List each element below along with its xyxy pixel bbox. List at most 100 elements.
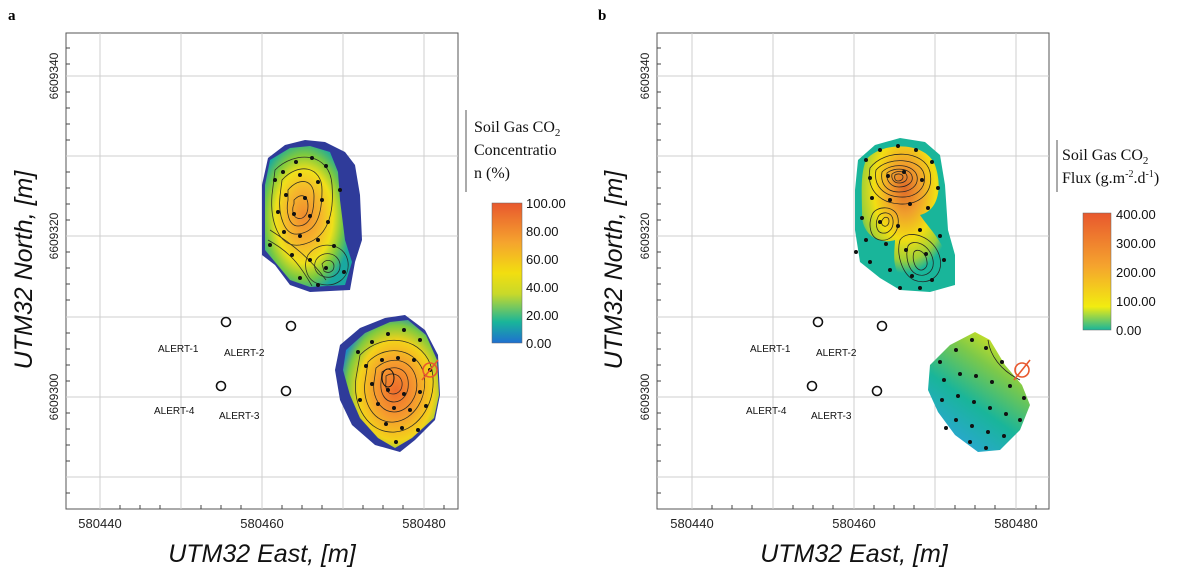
legend-title-a-line-0: Soil Gas CO2 bbox=[474, 119, 560, 139]
sample-point bbox=[920, 178, 924, 182]
y-tick-label-b-1: 6609320 bbox=[638, 212, 652, 259]
well-marker-alert-3-a bbox=[280, 385, 292, 397]
sample-point bbox=[284, 193, 288, 197]
y-tick-label-a-0: 6609340 bbox=[47, 52, 61, 99]
sample-point bbox=[408, 408, 412, 412]
well-marker-alert-2-a bbox=[285, 320, 297, 332]
sample-point bbox=[316, 180, 320, 184]
sample-point bbox=[308, 258, 312, 262]
sample-points-a bbox=[268, 156, 432, 444]
sample-point bbox=[303, 196, 307, 200]
sample-point bbox=[326, 220, 330, 224]
sample-point bbox=[988, 406, 992, 410]
sample-point bbox=[342, 270, 346, 274]
sample-point bbox=[396, 356, 400, 360]
sample-point bbox=[1022, 396, 1026, 400]
sample-point bbox=[308, 214, 312, 218]
x-tick-label-b-2: 580480 bbox=[994, 516, 1037, 531]
sample-point bbox=[386, 388, 390, 392]
sample-point bbox=[938, 234, 942, 238]
sample-point bbox=[868, 260, 872, 264]
sample-point bbox=[972, 400, 976, 404]
sample-point bbox=[400, 426, 404, 430]
well-label-alert-3-a: ALERT-3 bbox=[219, 411, 260, 422]
sample-point bbox=[954, 348, 958, 352]
sample-point bbox=[990, 380, 994, 384]
sample-point bbox=[910, 274, 914, 278]
sample-point bbox=[268, 243, 272, 247]
sample-point bbox=[282, 230, 286, 234]
sample-point bbox=[370, 382, 374, 386]
y-axis-title-a: UTM32 North, [m] bbox=[10, 170, 38, 370]
sample-point bbox=[394, 440, 398, 444]
sample-point bbox=[918, 286, 922, 290]
sample-point bbox=[888, 198, 892, 202]
sample-point bbox=[938, 360, 942, 364]
sample-point bbox=[888, 268, 892, 272]
y-axis-title-b: UTM32 North, [m] bbox=[600, 170, 628, 370]
sample-point bbox=[320, 198, 324, 202]
contour-map-b-south bbox=[928, 332, 1030, 452]
well-marker-alert-2-b bbox=[876, 320, 888, 332]
y-tick-label-b-2: 6609300 bbox=[638, 373, 652, 420]
sample-point bbox=[860, 216, 864, 220]
wells-b: ALERT-1 ALERT-2 ALERT-4 ALERT-3 bbox=[746, 316, 888, 422]
sample-point bbox=[276, 210, 280, 214]
well-marker-alert-3-b bbox=[871, 385, 883, 397]
sample-point bbox=[1002, 434, 1006, 438]
colorbar-a bbox=[491, 202, 523, 344]
sample-point bbox=[332, 244, 336, 248]
sample-point bbox=[986, 430, 990, 434]
colorbar-b bbox=[1082, 212, 1112, 331]
vent-marker-a bbox=[421, 359, 439, 381]
sample-point bbox=[316, 238, 320, 242]
colorbar-tick-b-300: 300.00 bbox=[1116, 236, 1156, 251]
sample-point bbox=[418, 390, 422, 394]
sample-point bbox=[294, 160, 298, 164]
sample-point bbox=[292, 212, 296, 216]
well-marker-alert-1-b bbox=[812, 316, 824, 328]
sample-point bbox=[356, 350, 360, 354]
y-tick-label-a-2: 6609300 bbox=[47, 373, 61, 420]
well-marker-alert-4-b bbox=[806, 380, 818, 392]
colorbar-tick-a-60: 60.00 bbox=[526, 252, 559, 267]
well-label-alert-2-a: ALERT-2 bbox=[224, 348, 265, 359]
sample-point bbox=[290, 253, 294, 257]
minor-ticks-a bbox=[66, 47, 445, 509]
sample-point bbox=[1004, 412, 1008, 416]
sample-point bbox=[1000, 360, 1004, 364]
sample-point bbox=[896, 224, 900, 228]
colorbar-tick-b-200: 200.00 bbox=[1116, 265, 1156, 280]
sample-point bbox=[384, 422, 388, 426]
sample-point bbox=[402, 392, 406, 396]
sample-point bbox=[970, 338, 974, 342]
sample-point bbox=[298, 234, 302, 238]
sample-point bbox=[954, 418, 958, 422]
contour-map-b-north bbox=[855, 138, 955, 292]
sample-point bbox=[942, 378, 946, 382]
x-tick-label-a-0: 580440 bbox=[78, 516, 121, 531]
sample-point bbox=[886, 174, 890, 178]
colorbar-tick-b-100: 100.00 bbox=[1116, 294, 1156, 309]
sample-point bbox=[324, 266, 328, 270]
sample-point bbox=[868, 176, 872, 180]
panel-label-a: a bbox=[8, 8, 16, 24]
sample-point bbox=[870, 196, 874, 200]
sample-point bbox=[298, 173, 302, 177]
panel-b: b 6 bbox=[598, 8, 1159, 568]
sample-point bbox=[281, 170, 285, 174]
colorbar-tick-a-0: 0.00 bbox=[526, 336, 551, 351]
sample-point bbox=[1008, 384, 1012, 388]
x-axis-title-a: UTM32 East, [m] bbox=[168, 540, 357, 568]
sample-point bbox=[412, 358, 416, 362]
sample-point bbox=[416, 428, 420, 432]
sample-point bbox=[902, 170, 906, 174]
sample-point bbox=[904, 248, 908, 252]
plot-frame-b bbox=[656, 32, 1050, 510]
sample-point bbox=[930, 160, 934, 164]
sample-point bbox=[944, 426, 948, 430]
sample-point bbox=[896, 144, 900, 148]
sample-point bbox=[338, 188, 342, 192]
sample-point bbox=[854, 250, 858, 254]
sample-point bbox=[924, 252, 928, 256]
